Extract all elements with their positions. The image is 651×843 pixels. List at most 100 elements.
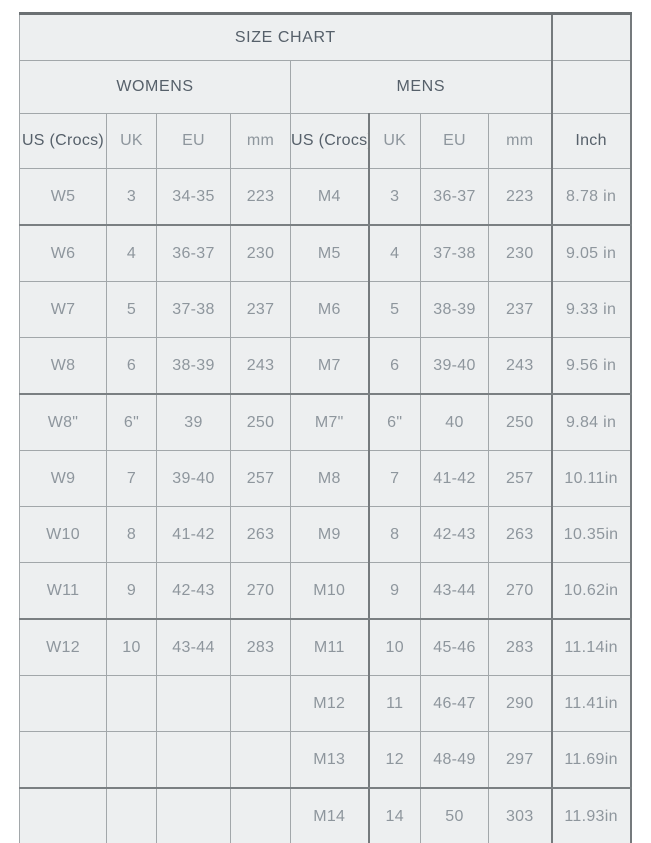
cell-mens-eu: 36-37 — [420, 168, 489, 226]
table-row: W8" 6" 39 250 M7" 6" 40 250 9.84 in — [19, 393, 632, 451]
cell-womens-mm: 257 — [230, 450, 291, 507]
cell-womens-uk: 4 — [106, 224, 157, 282]
cell-inch: 9.33 in — [550, 281, 632, 338]
group-header-row: WOMENS MENS — [19, 60, 632, 114]
cell-womens-eu — [156, 787, 231, 843]
cell-mens-us: M5 — [290, 224, 369, 282]
cell-inch: 11.41in — [550, 675, 632, 732]
cell-womens-uk: 6" — [106, 393, 157, 451]
group-row-spacer-cell — [550, 60, 632, 114]
cell-mens-us: M12 — [290, 675, 369, 732]
cell-mens-uk: 12 — [367, 731, 421, 789]
cell-womens-mm: 237 — [230, 281, 291, 338]
column-header-mens-eu: EU — [420, 113, 489, 169]
column-header-row: US (Crocs) UK EU mm US (Crocs) UK EU mm … — [19, 113, 632, 169]
cell-mens-us: M7" — [290, 393, 369, 451]
cell-womens-uk: 5 — [106, 281, 157, 338]
cell-mens-eu: 45-46 — [420, 618, 489, 676]
cell-womens-eu: 39 — [156, 393, 231, 451]
table-row: W11 9 42-43 270 M10 9 43-44 270 10.62in — [19, 562, 632, 620]
cell-womens-mm: 223 — [230, 168, 291, 226]
cell-mens-uk: 8 — [367, 506, 421, 563]
cell-mens-eu: 46-47 — [420, 675, 489, 732]
column-header-womens-us: US (Crocs) — [19, 113, 107, 169]
cell-mens-uk: 6" — [367, 393, 421, 451]
cell-womens-us: W5 — [19, 168, 107, 226]
cell-mens-uk: 9 — [367, 562, 421, 620]
table-body: W5 3 34-35 223 M4 3 36-37 223 8.78 in W6 4 36-37 230… — [19, 168, 632, 843]
table-row: W6 4 36-37 230 M5 4 37-38 230 9.05 in — [19, 224, 632, 282]
column-header-mens-uk: UK — [367, 113, 421, 169]
group-header-mens: MENS — [289, 60, 553, 114]
cell-womens-us — [19, 731, 107, 789]
cell-mens-us: M13 — [290, 731, 369, 789]
cell-mens-mm: 290 — [487, 675, 553, 732]
table-title: SIZE CHART — [18, 13, 553, 61]
cell-womens-eu: 41-42 — [156, 506, 231, 563]
cell-womens-us — [19, 675, 107, 732]
cell-mens-us: M14 — [290, 787, 369, 843]
cell-womens-mm: 250 — [230, 393, 291, 451]
cell-inch: 10.35in — [550, 506, 632, 563]
cell-womens-eu: 39-40 — [156, 450, 231, 507]
table-row: W12 10 43-44 283 M11 10 45-46 283 11.14in — [19, 618, 632, 676]
size-chart-table: SIZE CHART WOMENS MENS US (Crocs) UK EU … — [18, 12, 632, 843]
cell-mens-mm: 263 — [487, 506, 553, 563]
column-header-mens-mm: mm — [487, 113, 553, 169]
cell-womens-eu: 38-39 — [156, 337, 231, 395]
cell-womens-us: W11 — [19, 562, 107, 620]
column-header-womens-eu: EU — [156, 113, 231, 169]
cell-womens-us: W6 — [19, 224, 107, 282]
cell-womens-mm — [230, 675, 291, 732]
cell-womens-uk: 3 — [106, 168, 157, 226]
cell-womens-eu: 36-37 — [156, 224, 231, 282]
cell-womens-us: W7 — [19, 281, 107, 338]
table-row: M12 11 46-47 290 11.41in — [19, 675, 632, 732]
cell-mens-uk: 14 — [367, 787, 421, 843]
cell-mens-mm: 283 — [487, 618, 553, 676]
cell-inch: 10.11in — [550, 450, 632, 507]
cell-womens-mm — [230, 731, 291, 789]
cell-womens-uk: 8 — [106, 506, 157, 563]
column-header-womens-uk: UK — [106, 113, 157, 169]
cell-mens-uk: 11 — [367, 675, 421, 732]
cell-mens-uk: 5 — [367, 281, 421, 338]
cell-mens-mm: 270 — [487, 562, 553, 620]
table-row: W8 6 38-39 243 M7 6 39-40 243 9.56 in — [19, 337, 632, 395]
table-row: W10 8 41-42 263 M9 8 42-43 263 10.35in — [19, 506, 632, 563]
cell-womens-uk: 6 — [106, 337, 157, 395]
table-row: W9 7 39-40 257 M8 7 41-42 257 10.11in — [19, 450, 632, 507]
cell-mens-mm: 230 — [487, 224, 553, 282]
cell-womens-uk: 7 — [106, 450, 157, 507]
cell-mens-eu: 41-42 — [420, 450, 489, 507]
cell-mens-uk: 10 — [367, 618, 421, 676]
table-row: M14 14 50 303 11.93in — [19, 787, 632, 843]
cell-womens-mm: 270 — [230, 562, 291, 620]
title-row: SIZE CHART — [18, 13, 632, 61]
cell-inch: 9.84 in — [550, 393, 632, 451]
cell-womens-mm: 263 — [230, 506, 291, 563]
cell-womens-us: W9 — [19, 450, 107, 507]
table-row: W5 3 34-35 223 M4 3 36-37 223 8.78 in — [19, 168, 632, 226]
cell-womens-mm: 283 — [230, 618, 291, 676]
cell-mens-eu: 39-40 — [420, 337, 489, 395]
cell-inch: 9.05 in — [550, 224, 632, 282]
cell-mens-uk: 4 — [367, 224, 421, 282]
cell-mens-uk: 6 — [367, 337, 421, 395]
cell-womens-uk — [106, 787, 157, 843]
cell-womens-uk: 10 — [106, 618, 157, 676]
cell-mens-eu: 50 — [420, 787, 489, 843]
cell-inch: 8.78 in — [550, 168, 632, 226]
cell-mens-us: M9 — [290, 506, 369, 563]
cell-mens-eu: 40 — [420, 393, 489, 451]
title-row-spacer-cell — [550, 13, 632, 61]
cell-mens-mm: 250 — [487, 393, 553, 451]
cell-mens-mm: 297 — [487, 731, 553, 789]
cell-mens-uk: 7 — [367, 450, 421, 507]
cell-inch: 11.14in — [550, 618, 632, 676]
cell-mens-us: M7 — [290, 337, 369, 395]
cell-womens-uk — [106, 731, 157, 789]
cell-womens-uk: 9 — [106, 562, 157, 620]
